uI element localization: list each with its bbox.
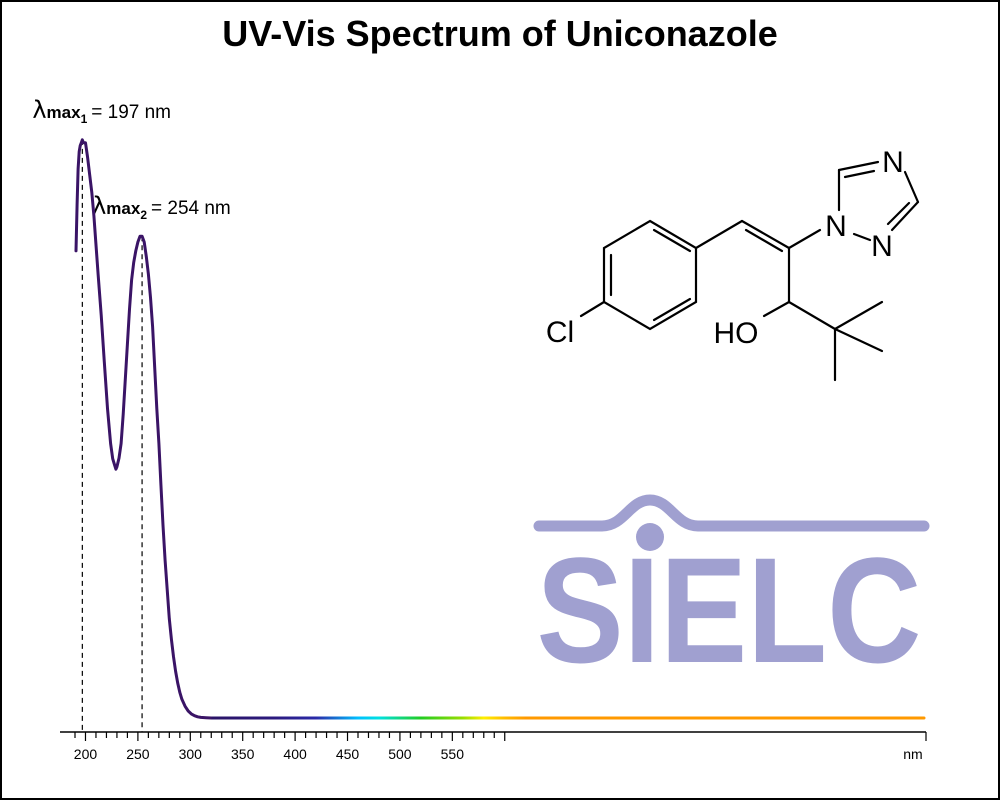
sielc-logo: SIELC — [533, 494, 930, 694]
peak-label-value: = 197 nm — [91, 102, 171, 123]
benzene-inner-bond-1 — [652, 228, 692, 253]
x-axis-unit-label: nm — [903, 746, 922, 762]
x-tick-label: 350 — [231, 746, 255, 762]
x-tick-label: 400 — [283, 746, 307, 762]
peak-label-value: = 254 nm — [151, 198, 231, 219]
triazole-bond-4 — [890, 200, 920, 232]
atom-ho: HO — [714, 317, 759, 350]
x-axis: 200 250 300 350 400 450 500 550 nm — [60, 731, 927, 762]
methyl-1 — [833, 300, 884, 331]
peak-label-sub: 1 — [81, 112, 88, 126]
peak-label-max: max — [106, 199, 141, 218]
peak-marker-lines — [81, 139, 143, 732]
peak-label-sub: 2 — [140, 208, 147, 222]
logo-arc-line — [533, 494, 930, 532]
tbutyl-bond — [787, 300, 837, 331]
triazole-bond-4-inner — [886, 201, 911, 226]
atom-n-bottom: N — [871, 230, 893, 263]
cl-bond — [579, 300, 606, 318]
oh-bond — [762, 300, 791, 318]
lambda-symbol: λ — [32, 96, 46, 124]
logo-dot — [636, 523, 664, 551]
triazole-bond-3 — [903, 170, 920, 204]
methyl-2 — [833, 327, 884, 353]
x-tick-label: 450 — [336, 746, 360, 762]
x-tick-label: 550 — [441, 746, 465, 762]
benzene-ring — [602, 219, 698, 331]
x-tick-label: 200 — [74, 746, 98, 762]
atom-cl: Cl — [546, 316, 574, 349]
series-layer — [74, 138, 926, 720]
x-tick-label: 500 — [388, 746, 412, 762]
peak-label-max: max — [47, 103, 82, 122]
vinyl-bond-1 — [694, 219, 744, 250]
peak-label-1: λmax1 = 197 nm — [32, 96, 171, 126]
logo-text: SIELC — [537, 526, 922, 694]
triazole-bond-2 — [837, 160, 880, 172]
vinyl-double-bond — [740, 219, 791, 250]
uniconazole-structure — [579, 160, 920, 382]
benzene-inner-bond-2 — [652, 297, 692, 322]
lambda-symbol: λ — [92, 192, 106, 220]
atom-n1: N — [825, 210, 847, 243]
peak-label-2: λmax2 = 254 nm — [92, 192, 231, 222]
vinyl-double-bond-inner — [744, 228, 784, 253]
n-bond — [787, 228, 822, 250]
triazole-bond-2-inner — [843, 169, 876, 179]
x-tick-label: 250 — [126, 746, 150, 762]
molecule-atom-labels: Cl HO N N N — [546, 146, 904, 350]
x-tick-label: 300 — [179, 746, 203, 762]
chart-title: UV-Vis Spectrum of Uniconazole — [222, 13, 777, 54]
atom-n-top: N — [882, 146, 904, 179]
triazole-bond-5 — [852, 232, 872, 242]
series-line-0 — [74, 138, 926, 720]
